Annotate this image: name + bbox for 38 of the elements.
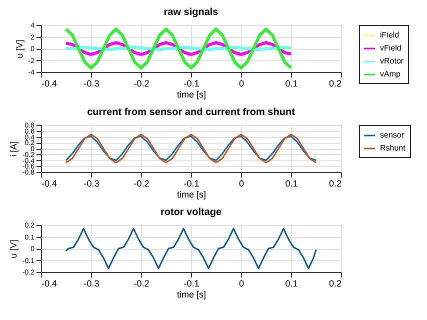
chart-title: current from sensor and current from shunt: [87, 107, 296, 118]
legend-label: vField: [380, 44, 402, 52]
x-tick-label: -0.1: [184, 78, 200, 88]
x-tick-label: 0: [238, 278, 244, 288]
x-axis-title: time [s]: [176, 290, 206, 300]
x-tick-label: -0.3: [84, 178, 100, 188]
line-series: [64, 28, 292, 70]
x-tick-label: -0.3: [84, 78, 100, 88]
chart-title: rotor voltage: [160, 207, 222, 218]
x-tick-label: 0.2: [328, 78, 342, 88]
x-tick-label: 0.1: [285, 178, 298, 188]
x-axis-title: time [s]: [176, 190, 206, 200]
x-axis-title: time [s]: [176, 90, 206, 100]
x-tick-label: -0.3: [84, 278, 100, 288]
legend-label: Rshunt: [380, 144, 406, 152]
chart-title: raw signals: [164, 7, 219, 18]
x-tick-label: -0.4: [42, 278, 58, 288]
x-tick-label: 0.2: [328, 278, 342, 288]
x-tick-label: -0.1: [184, 278, 200, 288]
x-tick-label: 0.1: [285, 78, 298, 88]
x-tick-label: -0.1: [184, 178, 200, 188]
x-tick-label: -0.4: [42, 178, 58, 188]
x-tick-label: -0.2: [134, 278, 150, 288]
y-axis-title: i [A]: [8, 141, 18, 157]
x-tick-label: 0: [238, 78, 244, 88]
legend-label: iField: [380, 30, 400, 40]
y-axis-title: u [V]: [14, 40, 24, 58]
x-tick-label: 0.1: [285, 278, 298, 288]
x-tick-label: 0.2: [328, 178, 342, 188]
x-tick-label: -0.2: [134, 178, 150, 188]
x-tick-label: -0.4: [42, 78, 58, 88]
line-series: [65, 228, 317, 270]
legend-label: vAmp: [380, 70, 401, 78]
x-tick-label: -0.2: [134, 78, 150, 88]
legend-label: sensor: [380, 130, 404, 140]
y-axis-title: u [V]: [8, 240, 18, 258]
legend-label: vRotor: [380, 56, 404, 66]
x-tick-label: 0: [238, 178, 244, 188]
